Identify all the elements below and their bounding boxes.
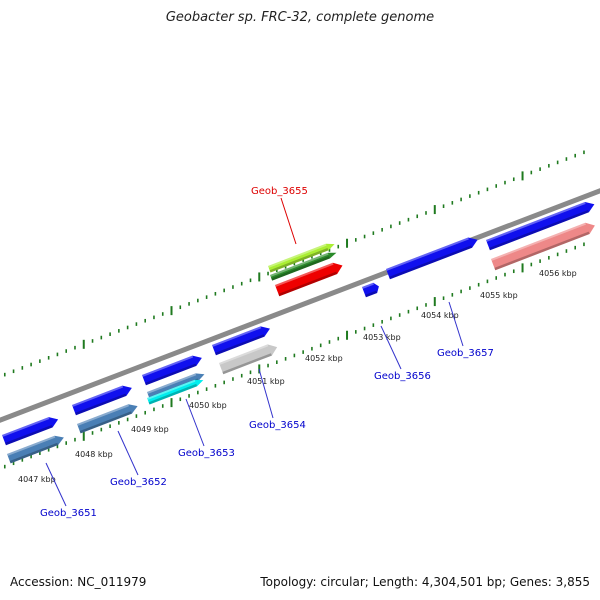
- feature-darkgreen[interactable]: [270, 250, 338, 281]
- feature-blue-5[interactable]: [362, 281, 381, 298]
- gene-label-Geob_3651[interactable]: Geob_3651: [40, 462, 97, 519]
- kbp-label: 4052 kbp: [305, 354, 343, 363]
- gene-label-layer: Geob_3651 Geob_3652 Geob_3653 Geob_3654 Geob…: [40, 186, 494, 519]
- map-title: Geobacter sp. FRC-32, complete genome: [165, 10, 435, 25]
- kbp-label: 4056 kbp: [539, 269, 577, 278]
- kbp-label: 4054 kbp: [421, 311, 459, 320]
- gene-label-text[interactable]: Geob_3657: [437, 348, 494, 359]
- topology-text: Topology: circular; Length: 4,304,501 bp…: [260, 575, 590, 589]
- gene-label-text[interactable]: Geob_3655: [251, 186, 308, 197]
- leader-line: [448, 301, 464, 347]
- feature-cyan[interactable]: [147, 377, 205, 405]
- feature-blue-6[interactable]: [386, 235, 480, 280]
- leader-line: [45, 462, 67, 507]
- gene-label-text[interactable]: Geob_3654: [249, 420, 306, 431]
- feature-pink[interactable]: [491, 220, 597, 271]
- gene-label-Geob_3654[interactable]: Geob_3654: [249, 368, 306, 431]
- leader-line: [280, 197, 297, 245]
- feature-yellowgreen[interactable]: [268, 241, 336, 273]
- kbp-label: 4049 kbp: [131, 425, 169, 434]
- gene-label-text[interactable]: Geob_3653: [178, 448, 235, 459]
- gene-label-Geob_3652[interactable]: Geob_3652: [110, 430, 167, 488]
- kbp-label: 4053 kbp: [363, 333, 401, 342]
- gene-label-text[interactable]: Geob_3651: [40, 508, 97, 519]
- feature-red[interactable]: [275, 260, 345, 297]
- gene-label-Geob_3656[interactable]: Geob_3656: [374, 325, 431, 382]
- feature-steelblue-1[interactable]: [7, 433, 66, 464]
- gene-label-Geob_3653[interactable]: Geob_3653: [178, 398, 235, 459]
- kbp-label-layer: 4047 kbp 4048 kbp 4049 kbp 4050 kbp 4051 kbp…: [18, 269, 577, 484]
- feature-blue-1[interactable]: [2, 414, 60, 446]
- leader-line: [380, 325, 402, 370]
- gene-label-Geob_3655[interactable]: Geob_3655: [251, 186, 308, 245]
- feature-steelblue-2[interactable]: [77, 401, 139, 434]
- feature-blue-2[interactable]: [72, 383, 134, 416]
- feature-blue-7[interactable]: [486, 199, 596, 251]
- feature-blue-3[interactable]: [142, 353, 204, 386]
- kbp-label: 4047 kbp: [18, 475, 56, 484]
- kbp-label: 4050 kbp: [189, 401, 227, 410]
- accession-text: Accession: NC_011979: [10, 575, 147, 589]
- gene-label-text[interactable]: Geob_3652: [110, 477, 167, 488]
- kbp-label: 4055 kbp: [480, 291, 518, 300]
- feature-grey[interactable]: [219, 341, 279, 375]
- leader-line: [185, 398, 205, 447]
- feature-blue-4[interactable]: [212, 323, 272, 356]
- leader-line: [258, 368, 274, 419]
- feature-layer: [2, 199, 597, 464]
- kbp-label: 4051 kbp: [247, 377, 285, 386]
- inner-tick-row: [3, 242, 585, 469]
- leader-line: [117, 430, 139, 476]
- kbp-label: 4048 kbp: [75, 450, 113, 459]
- gene-label-Geob_3657[interactable]: Geob_3657: [437, 301, 494, 359]
- genome-backbone: [0, 188, 600, 423]
- gene-label-text[interactable]: Geob_3656: [374, 371, 431, 382]
